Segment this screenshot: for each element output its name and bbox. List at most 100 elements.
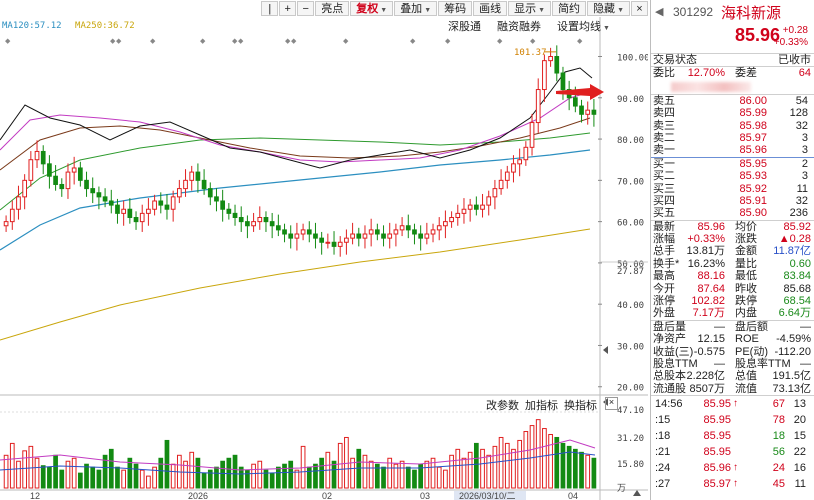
- kline-chart-svg[interactable]: ◆ ◆ ◆ ◆ ◆ ◆ ◆ ◆ ◆ ◆ ◆ ◆ ◆ ◆ ◆100.0090.0080.0070.0060.0…: [0, 0, 648, 500]
- event-marker-icon: ◆: [285, 38, 291, 45]
- volume-bar: [251, 463, 256, 489]
- bid-label: 买二: [653, 170, 675, 183]
- add-indicator-button[interactable]: 加指标: [525, 400, 558, 412]
- volume-bar: [424, 460, 430, 489]
- candle-body: [412, 229, 417, 235]
- bid-row[interactable]: 买一 85.95 2: [651, 158, 814, 170]
- tick-row[interactable]: :27 85.97 ↑ 45 11: [651, 476, 814, 492]
- stat-row: 换手* 16.23% 量比 0.60: [651, 258, 814, 270]
- stat-label: 涨跌: [735, 233, 757, 246]
- ask-price: 85.96: [739, 144, 767, 157]
- ask-price: 85.97: [739, 131, 767, 144]
- highlight-button[interactable]: 亮点: [315, 1, 350, 16]
- candle-body: [251, 221, 256, 227]
- volume-bar: [591, 457, 597, 489]
- bid-row[interactable]: 买二 85.93 3: [651, 170, 814, 182]
- ask-row[interactable]: 卖二 85.97 3: [651, 132, 814, 144]
- fundamental-label: 盘后量: [653, 320, 686, 333]
- bid-row[interactable]: 买四 85.91 32: [651, 195, 814, 207]
- volume-bar: [523, 431, 529, 489]
- overlay-button[interactable]: 叠加 ▼: [394, 1, 438, 16]
- x-axis-label: 02: [322, 491, 332, 500]
- volume-bar: [294, 469, 300, 489]
- kline-chart-area[interactable]: ◆ ◆ ◆ ◆ ◆ ◆ ◆ ◆ ◆ ◆ ◆ ◆ ◆ ◆ ◆ 100.00 90.00 80.00 70.00 60.0…: [0, 0, 648, 500]
- stat-label: 外盘: [653, 307, 675, 320]
- candle-body: [245, 221, 250, 227]
- ask-row[interactable]: 卖五 86.00 54: [651, 95, 814, 107]
- chip-button[interactable]: 筹码: [438, 1, 473, 16]
- volume-bar: [90, 466, 96, 489]
- volume-bar: [461, 457, 467, 489]
- up-arrow-icon: ↑: [733, 478, 738, 490]
- stat-row: 最高 88.16 最低 83.84: [651, 270, 814, 282]
- stat-value: 6.64万: [778, 307, 811, 320]
- price-axis-label: 60.00: [617, 219, 644, 229]
- tick-row[interactable]: 14:56 85.95 ↑ 67 13: [651, 396, 814, 412]
- volume-bar: [579, 451, 584, 489]
- ask-row[interactable]: 卖三 85.98 32: [651, 120, 814, 132]
- close-icon[interactable]: ×: [631, 1, 648, 16]
- simple-button[interactable]: 简约: [552, 1, 587, 16]
- margin-trading-button[interactable]: 融资融券: [497, 21, 541, 33]
- display-button[interactable]: 显示 ▼: [508, 1, 552, 16]
- volume-axis-label: 47.10: [617, 406, 644, 416]
- candle-body: [362, 233, 368, 239]
- tick-list[interactable]: 14:56 85.95 ↑ 67 13:15 85.95 78 20:18 85.95 18 15:…: [651, 396, 814, 492]
- zoom-out-icon[interactable]: −: [297, 1, 315, 16]
- edit-params-button[interactable]: 改参数: [486, 400, 519, 412]
- volume-ma-line: [0, 439, 596, 471]
- tick-price: 85.95: [703, 430, 731, 443]
- bid-row[interactable]: 买五 85.90 236: [651, 207, 814, 219]
- tick-row[interactable]: :18 85.95 18 15: [651, 428, 814, 444]
- volume-bar: [170, 463, 176, 489]
- volume-axis-label: 31.20: [617, 434, 644, 444]
- candle-body: [214, 196, 219, 202]
- tick-row[interactable]: :21 85.95 56 22: [651, 444, 814, 460]
- volume-bar: [517, 439, 523, 489]
- hide-button[interactable]: 隐藏 ▼: [587, 1, 630, 16]
- zoom-in-icon[interactable]: +: [279, 1, 297, 16]
- draw-line-button[interactable]: 画线: [473, 1, 508, 16]
- stat-label: 跌停: [735, 295, 757, 308]
- volume-bar: [356, 448, 362, 489]
- bid-row[interactable]: 买三 85.92 11: [651, 183, 814, 195]
- order-diff-label: 委差: [735, 67, 757, 80]
- divider-icon[interactable]: |: [261, 1, 279, 16]
- adjust-button[interactable]: 复权 ▼: [350, 1, 394, 16]
- event-marker-icon: ◆: [200, 38, 206, 45]
- candle-body: [282, 229, 287, 235]
- stock-name[interactable]: 海科新源: [721, 4, 782, 22]
- high-price-annotation: 101.37: [514, 48, 547, 58]
- bid-price: 85.93: [739, 170, 767, 183]
- volume-bar: [381, 466, 386, 489]
- toolbar-label: +: [284, 3, 291, 15]
- volume-bar: [65, 460, 71, 489]
- ma250-legend: MA250:36.72: [75, 21, 135, 31]
- stat-label: 总手: [653, 245, 675, 258]
- chevron-down-icon: ▼: [424, 7, 432, 14]
- toolbar-label: 画线: [479, 3, 502, 15]
- volume-bar: [572, 448, 578, 489]
- ask-row[interactable]: 卖四 85.99 128: [651, 107, 814, 119]
- toolbar-label: 隐藏: [593, 3, 616, 15]
- hk-connect-button[interactable]: 深股通: [448, 21, 481, 33]
- ask-volume: 54: [795, 94, 808, 107]
- bid-book: 买一 85.95 2 买二 85.93 3 买三 85.92 11 买四 85.91 32 买五 85.9…: [651, 156, 814, 221]
- ma-settings-button[interactable]: 设置均线 ▼: [549, 18, 618, 34]
- volume-bar: [189, 451, 195, 489]
- change-amount: +0.28: [782, 25, 808, 36]
- back-arrow-icon[interactable]: ◀: [655, 6, 664, 18]
- candle-body: [90, 188, 96, 194]
- volume-bar: [220, 460, 226, 489]
- candle-body: [523, 146, 529, 161]
- ask-row[interactable]: 卖一 85.96 3: [651, 144, 814, 156]
- switch-indicator-button[interactable]: 换指标: [564, 400, 597, 412]
- candle-body: [34, 150, 40, 161]
- tick-volume: 45: [772, 478, 785, 491]
- stat-value: 85.96: [697, 220, 725, 233]
- tick-row[interactable]: :24 85.96 ↑ 24 16: [651, 460, 814, 476]
- volume-bar: [152, 466, 157, 489]
- ma250-line: [0, 228, 591, 341]
- close-icon[interactable]: ×: [605, 397, 618, 410]
- tick-row[interactable]: :15 85.95 78 20: [651, 412, 814, 428]
